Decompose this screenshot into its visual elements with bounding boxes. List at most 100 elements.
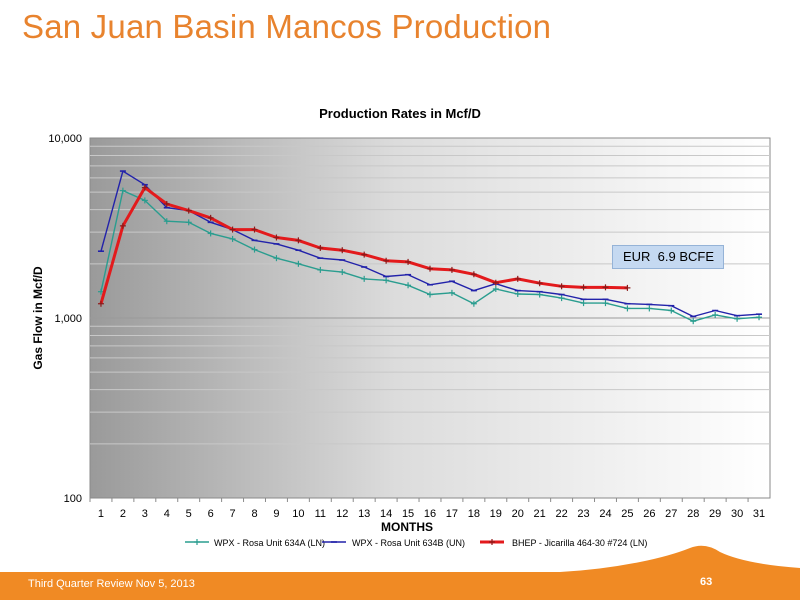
data-point	[427, 291, 433, 298]
data-point	[229, 235, 236, 242]
data-point	[141, 197, 148, 204]
data-point	[251, 226, 258, 233]
page-number: 63	[700, 576, 713, 588]
data-point	[207, 230, 214, 237]
x-tick-label: 14	[380, 508, 392, 520]
data-point	[317, 244, 324, 251]
data-point	[734, 315, 741, 322]
data-point	[514, 290, 521, 297]
data-point	[251, 246, 258, 253]
x-tick-label: 23	[577, 508, 589, 520]
y-tick-label: 10,000	[48, 133, 82, 145]
data-point	[163, 200, 170, 207]
data-point	[558, 283, 565, 290]
data-point	[514, 275, 521, 282]
data-point	[119, 222, 126, 229]
x-tick-label: 22	[555, 508, 567, 520]
x-tick-label: 31	[753, 508, 765, 520]
x-tick-label: 8	[251, 508, 257, 520]
data-point	[536, 291, 543, 298]
legend-label: WPX - Rosa Unit 634B (UN)	[352, 538, 465, 548]
data-point	[295, 237, 302, 244]
data-point	[317, 266, 324, 273]
x-tick-label: 2	[120, 508, 126, 520]
footer-bar	[0, 545, 800, 600]
legend-label: BHEP - Jicarilla 464-30 #724 (LN)	[512, 538, 647, 548]
data-point	[712, 311, 719, 318]
x-tick-label: 20	[512, 508, 524, 520]
x-tick-label: 13	[358, 508, 370, 520]
data-point	[492, 285, 499, 292]
x-tick-label: 30	[731, 508, 743, 520]
x-tick-label: 12	[336, 508, 348, 520]
data-point	[448, 289, 455, 296]
chart-title: Production Rates in Mcf/D	[319, 106, 481, 121]
x-tick-label: 19	[490, 508, 502, 520]
data-point	[668, 307, 675, 314]
data-point	[339, 269, 346, 276]
x-tick-label: 10	[292, 508, 304, 520]
footer-text: Third Quarter Review Nov 5, 2013	[28, 578, 195, 590]
x-tick-label: 18	[468, 508, 480, 520]
data-point	[624, 284, 631, 291]
x-tick-label: 16	[424, 508, 436, 520]
series-2	[97, 170, 763, 318]
x-tick-label: 27	[665, 508, 677, 520]
x-tick-label: 3	[142, 508, 148, 520]
x-tick-label: 28	[687, 508, 699, 520]
data-point	[470, 271, 477, 278]
data-point	[207, 214, 214, 221]
series-1	[97, 187, 763, 325]
data-point	[119, 187, 126, 194]
data-point	[580, 284, 587, 291]
legend-item: WPX - Rosa Unit 634A (LN)	[185, 538, 325, 548]
data-point	[489, 539, 495, 545]
data-point	[185, 219, 192, 226]
y-axis-label: Gas Flow in Mcf/D	[31, 266, 45, 370]
data-point	[646, 305, 653, 312]
x-tick-label: 7	[230, 508, 236, 520]
footer-mountain-decoration	[560, 545, 800, 574]
x-tick-label: 4	[164, 508, 170, 520]
data-point	[624, 305, 631, 312]
data-point	[536, 280, 543, 287]
data-point	[361, 275, 368, 282]
data-point	[194, 539, 200, 545]
y-tick-label: 100	[64, 493, 82, 505]
data-point	[361, 251, 368, 258]
data-point	[185, 207, 192, 214]
series-3	[97, 184, 631, 307]
eur-annotation: EUR 6.9 BCFE	[612, 245, 724, 269]
x-tick-label: 24	[599, 508, 611, 520]
x-axis-ticks: 1 2 3 4 5 6 7 8 9 10 11 12 13 14 15 16 17 18 19 20 21 22 23 24 2…	[89, 498, 765, 520]
legend-label: WPX - Rosa Unit 634A (LN)	[214, 538, 325, 548]
y-tick-label: 1,000	[54, 313, 82, 325]
legend-item: BHEP - Jicarilla 464-30 #724 (LN)	[480, 538, 647, 548]
gridlines	[90, 145, 770, 445]
x-tick-label: 9	[273, 508, 279, 520]
data-point	[339, 247, 346, 254]
data-point	[405, 282, 412, 289]
data-point	[229, 226, 236, 233]
x-tick-label: 6	[208, 508, 214, 520]
x-tick-label: 1	[98, 508, 104, 520]
y-axis-ticks: 100 1,000 10,000	[48, 133, 82, 505]
x-tick-label: 21	[534, 508, 546, 520]
x-tick-label: 25	[621, 508, 633, 520]
data-point	[427, 265, 433, 272]
data-point	[602, 300, 609, 307]
x-tick-label: 29	[709, 508, 721, 520]
data-point	[448, 266, 455, 273]
slide-title: San Juan Basin Mancos Production	[22, 8, 552, 45]
data-point	[383, 277, 390, 284]
data-point	[602, 284, 609, 291]
data-point	[405, 258, 412, 265]
x-tick-label: 17	[446, 508, 458, 520]
data-point	[470, 300, 477, 307]
data-point	[492, 279, 499, 286]
x-tick-label: 15	[402, 508, 414, 520]
data-point	[756, 314, 763, 321]
data-point	[163, 218, 170, 225]
series-layer	[97, 170, 763, 325]
